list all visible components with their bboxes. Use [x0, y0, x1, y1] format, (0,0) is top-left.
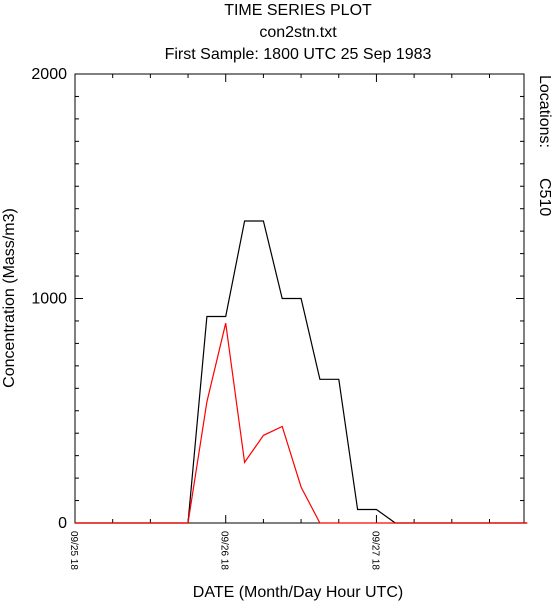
y-axis-label: Concentration (Mass/m3): [1, 208, 18, 388]
x-tick-label: 09/26 18: [219, 531, 230, 570]
x-axis-ticks: 09/25 18 09/26 18 09/27 18: [68, 74, 490, 570]
series-line-c510: [75, 323, 528, 524]
legend-title: Locations:: [536, 75, 553, 148]
y-axis-ticks: 0 1000 2000: [31, 66, 524, 532]
chart-title: TIME SERIES PLOT: [224, 2, 372, 19]
chart-subtitle-first-sample: First Sample: 1800 UTC 25 Sep 1983: [165, 46, 432, 63]
x-tick-label: 09/25 18: [68, 531, 79, 570]
y-tick-label: 0: [58, 515, 67, 532]
x-axis-label: DATE (Month/Day Hour UTC): [193, 584, 403, 601]
legend-entry-c510: C510: [536, 178, 553, 216]
series-layer: [75, 220, 528, 524]
series-line-black: [75, 220, 528, 524]
x-tick-label: 09/27 18: [369, 531, 380, 570]
chart-subtitle: con2stn.txt: [259, 24, 337, 41]
y-tick-label: 2000: [31, 66, 67, 83]
y-tick-label: 1000: [31, 291, 67, 308]
